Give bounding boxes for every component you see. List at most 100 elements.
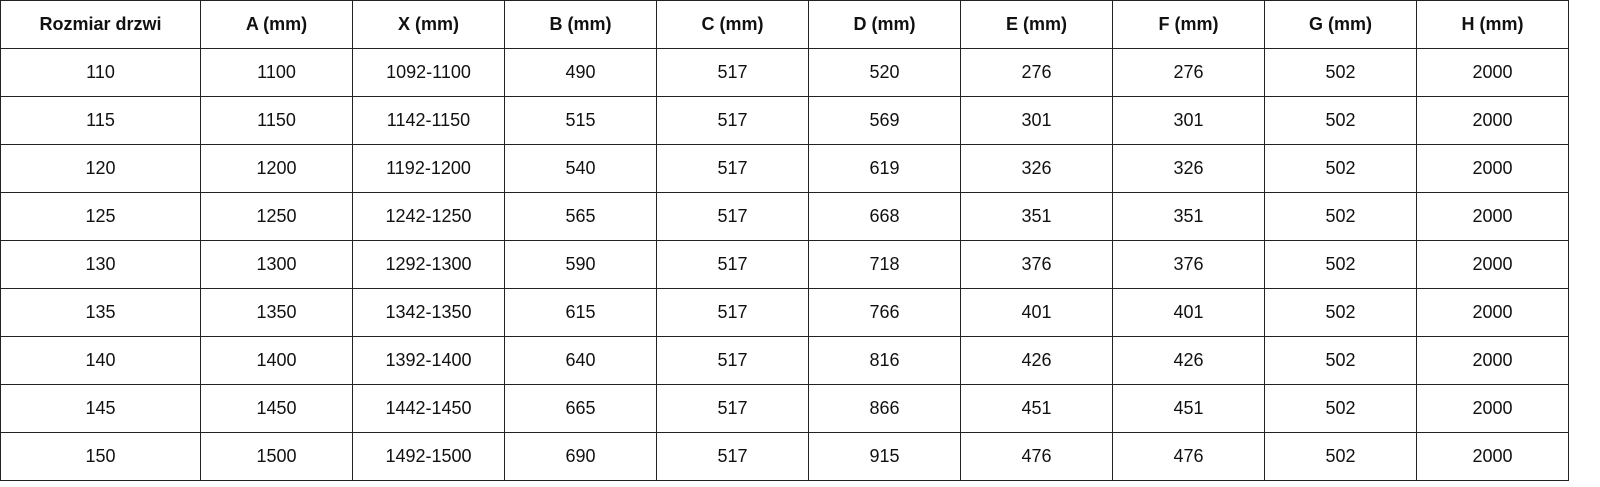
table-cell: 376 bbox=[1112, 240, 1265, 289]
table-cell: 1342-1350 bbox=[352, 288, 505, 337]
table-cell: 502 bbox=[1264, 96, 1417, 145]
table-cell: 476 bbox=[960, 432, 1113, 481]
table-cell: 426 bbox=[960, 336, 1113, 385]
table-cell: 1442-1450 bbox=[352, 384, 505, 433]
table-cell: 517 bbox=[656, 336, 809, 385]
table-cell: 2000 bbox=[1416, 48, 1569, 97]
table-cell: 517 bbox=[656, 48, 809, 97]
column-header: G (mm) bbox=[1264, 0, 1417, 49]
table-cell: 301 bbox=[960, 96, 1113, 145]
column-header: B (mm) bbox=[504, 0, 657, 49]
table-cell: 1392-1400 bbox=[352, 336, 505, 385]
table-cell: 502 bbox=[1264, 336, 1417, 385]
table-cell: 502 bbox=[1264, 288, 1417, 337]
table-cell: 915 bbox=[808, 432, 961, 481]
column-header: A (mm) bbox=[200, 0, 353, 49]
table-cell: 490 bbox=[504, 48, 657, 97]
table-cell: 115 bbox=[0, 96, 201, 145]
table-cell: 351 bbox=[960, 192, 1113, 241]
table-cell: 1500 bbox=[200, 432, 353, 481]
table-row: 145 1450 1442-1450 665 517 866 451 451 502 2000 bbox=[0, 384, 1569, 433]
table-cell: 2000 bbox=[1416, 384, 1569, 433]
table-cell: 517 bbox=[656, 288, 809, 337]
table-cell: 766 bbox=[808, 288, 961, 337]
table-cell: 1292-1300 bbox=[352, 240, 505, 289]
table-cell: 1150 bbox=[200, 96, 353, 145]
table-cell: 2000 bbox=[1416, 192, 1569, 241]
table-row: 130 1300 1292-1300 590 517 718 376 376 502 2000 bbox=[0, 240, 1569, 289]
table-row: 140 1400 1392-1400 640 517 816 426 426 502 2000 bbox=[0, 336, 1569, 385]
table-row: 135 1350 1342-1350 615 517 766 401 401 502 2000 bbox=[0, 288, 1569, 337]
table-cell: 1242-1250 bbox=[352, 192, 505, 241]
table-cell: 401 bbox=[960, 288, 1113, 337]
table-cell: 520 bbox=[808, 48, 961, 97]
table-cell: 866 bbox=[808, 384, 961, 433]
column-header: F (mm) bbox=[1112, 0, 1265, 49]
table-cell: 1350 bbox=[200, 288, 353, 337]
table-cell: 2000 bbox=[1416, 336, 1569, 385]
table-cell: 135 bbox=[0, 288, 201, 337]
table-cell: 451 bbox=[960, 384, 1113, 433]
column-header: D (mm) bbox=[808, 0, 961, 49]
table-cell: 569 bbox=[808, 96, 961, 145]
header-row: Rozmiar drzwi A (mm) X (mm) B (mm) C (mm) D (… bbox=[0, 0, 1569, 49]
table-cell: 1250 bbox=[200, 192, 353, 241]
table-cell: 668 bbox=[808, 192, 961, 241]
table-cell: 276 bbox=[960, 48, 1113, 97]
table-cell: 816 bbox=[808, 336, 961, 385]
table-cell: 301 bbox=[1112, 96, 1265, 145]
table-cell: 2000 bbox=[1416, 432, 1569, 481]
table-cell: 1100 bbox=[200, 48, 353, 97]
table-cell: 426 bbox=[1112, 336, 1265, 385]
table-cell: 401 bbox=[1112, 288, 1265, 337]
table-cell: 2000 bbox=[1416, 96, 1569, 145]
table-cell: 1400 bbox=[200, 336, 353, 385]
table-cell: 665 bbox=[504, 384, 657, 433]
table-cell: 326 bbox=[1112, 144, 1265, 193]
table-cell: 150 bbox=[0, 432, 201, 481]
column-header: Rozmiar drzwi bbox=[0, 0, 201, 49]
table-cell: 590 bbox=[504, 240, 657, 289]
table-row: 120 1200 1192-1200 540 517 619 326 326 502 2000 bbox=[0, 144, 1569, 193]
table-cell: 1200 bbox=[200, 144, 353, 193]
table-cell: 502 bbox=[1264, 240, 1417, 289]
table-cell: 1092-1100 bbox=[352, 48, 505, 97]
table-cell: 517 bbox=[656, 240, 809, 289]
table-cell: 1192-1200 bbox=[352, 144, 505, 193]
table-row: 110 1100 1092-1100 490 517 520 276 276 502 2000 bbox=[0, 48, 1569, 97]
table-cell: 640 bbox=[504, 336, 657, 385]
door-size-table: Rozmiar drzwi A (mm) X (mm) B (mm) C (mm) D (… bbox=[0, 0, 1569, 481]
table-row: 125 1250 1242-1250 565 517 668 351 351 502 2000 bbox=[0, 192, 1569, 241]
column-header: H (mm) bbox=[1416, 0, 1569, 49]
table-cell: 517 bbox=[656, 384, 809, 433]
table-cell: 1142-1150 bbox=[352, 96, 505, 145]
table-cell: 276 bbox=[1112, 48, 1265, 97]
table-cell: 2000 bbox=[1416, 144, 1569, 193]
table-cell: 718 bbox=[808, 240, 961, 289]
column-header: X (mm) bbox=[352, 0, 505, 49]
table-cell: 376 bbox=[960, 240, 1113, 289]
table-cell: 517 bbox=[656, 144, 809, 193]
table-cell: 110 bbox=[0, 48, 201, 97]
table-cell: 140 bbox=[0, 336, 201, 385]
table-cell: 120 bbox=[0, 144, 201, 193]
table-cell: 130 bbox=[0, 240, 201, 289]
table-cell: 451 bbox=[1112, 384, 1265, 433]
table-cell: 1492-1500 bbox=[352, 432, 505, 481]
table-cell: 326 bbox=[960, 144, 1113, 193]
table-cell: 515 bbox=[504, 96, 657, 145]
table-cell: 502 bbox=[1264, 144, 1417, 193]
table-row: 150 1500 1492-1500 690 517 915 476 476 502 2000 bbox=[0, 432, 1569, 481]
column-header: E (mm) bbox=[960, 0, 1113, 49]
table-cell: 690 bbox=[504, 432, 657, 481]
table-cell: 517 bbox=[656, 96, 809, 145]
table-cell: 502 bbox=[1264, 192, 1417, 241]
table-cell: 502 bbox=[1264, 48, 1417, 97]
table-cell: 502 bbox=[1264, 432, 1417, 481]
table-cell: 517 bbox=[656, 192, 809, 241]
table-body: 110 1100 1092-1100 490 517 520 276 276 502 2000 11… bbox=[0, 48, 1569, 481]
table-cell: 565 bbox=[504, 192, 657, 241]
table-cell: 476 bbox=[1112, 432, 1265, 481]
table-cell: 615 bbox=[504, 288, 657, 337]
table-row: 115 1150 1142-1150 515 517 569 301 301 502 2000 bbox=[0, 96, 1569, 145]
